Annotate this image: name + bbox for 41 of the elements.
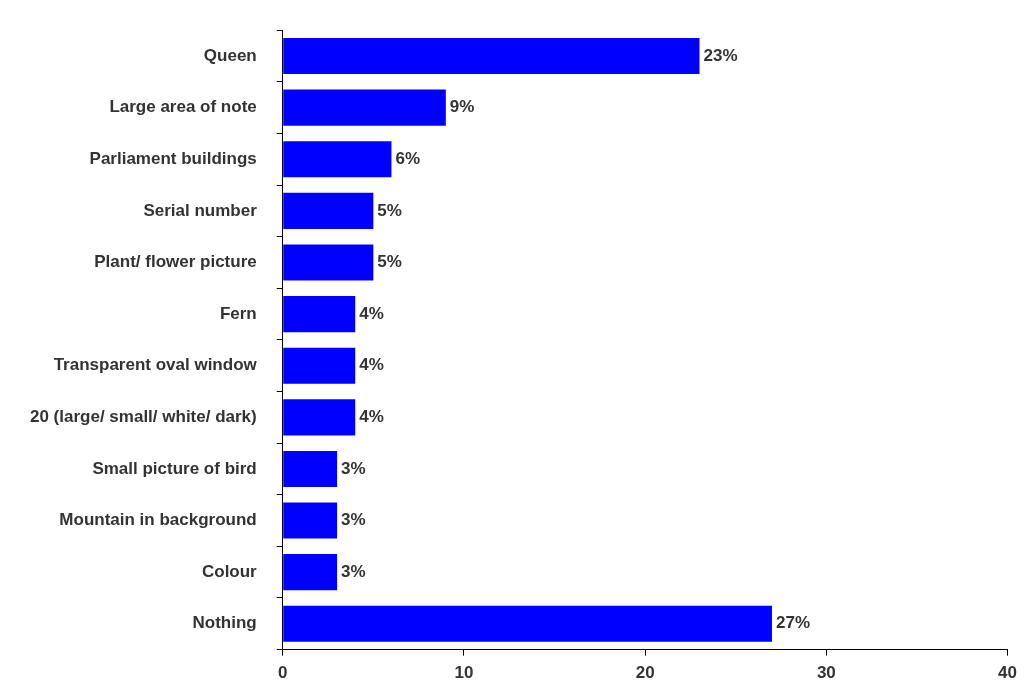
data-label: 3% (341, 510, 366, 530)
data-label: 27% (775, 613, 811, 633)
x-tick-label: 20 (635, 663, 655, 683)
x-tick-label: 0 (278, 663, 288, 683)
bar (283, 554, 338, 591)
y-tick-label: Large area of note (109, 97, 257, 117)
data-label: 4% (359, 303, 384, 323)
y-tick-label: Nothing (192, 613, 257, 633)
bar (283, 502, 338, 539)
bar (283, 141, 392, 178)
data-label: 4% (359, 355, 384, 375)
y-tick-label: Transparent oval window (53, 355, 258, 375)
bar (283, 347, 356, 384)
x-tick-label: 10 (454, 663, 474, 683)
y-tick-label: Fern (219, 303, 257, 323)
data-label: 4% (359, 407, 384, 427)
y-tick-label: Plant/ flower picture (94, 252, 257, 272)
data-label: 5% (377, 200, 402, 220)
y-tick-label: Queen (203, 45, 257, 65)
bar (283, 192, 374, 229)
y-tick-label: 20 (large/ small/ white/ dark) (29, 407, 257, 427)
y-tick-label: Colour (201, 561, 258, 581)
data-label: 23% (703, 45, 738, 65)
data-label: 5% (377, 252, 402, 272)
x-tick-label: 40 (998, 663, 1018, 683)
bar (283, 244, 374, 281)
y-tick-label: Parliament buildings (89, 148, 257, 168)
bar (283, 89, 446, 126)
bar (283, 605, 772, 642)
bar (283, 399, 356, 436)
y-tick-label: Small picture of bird (92, 458, 257, 478)
data-label: 9% (449, 97, 475, 117)
bar (283, 37, 700, 75)
bar (283, 450, 338, 488)
bar (283, 296, 356, 333)
x-tick-label: 30 (816, 663, 836, 683)
data-label: 6% (395, 148, 421, 168)
y-tick-label: Mountain in background (59, 510, 257, 530)
y-tick-label: Serial number (143, 200, 258, 220)
data-label: 3% (341, 458, 366, 478)
data-label: 3% (341, 561, 366, 581)
